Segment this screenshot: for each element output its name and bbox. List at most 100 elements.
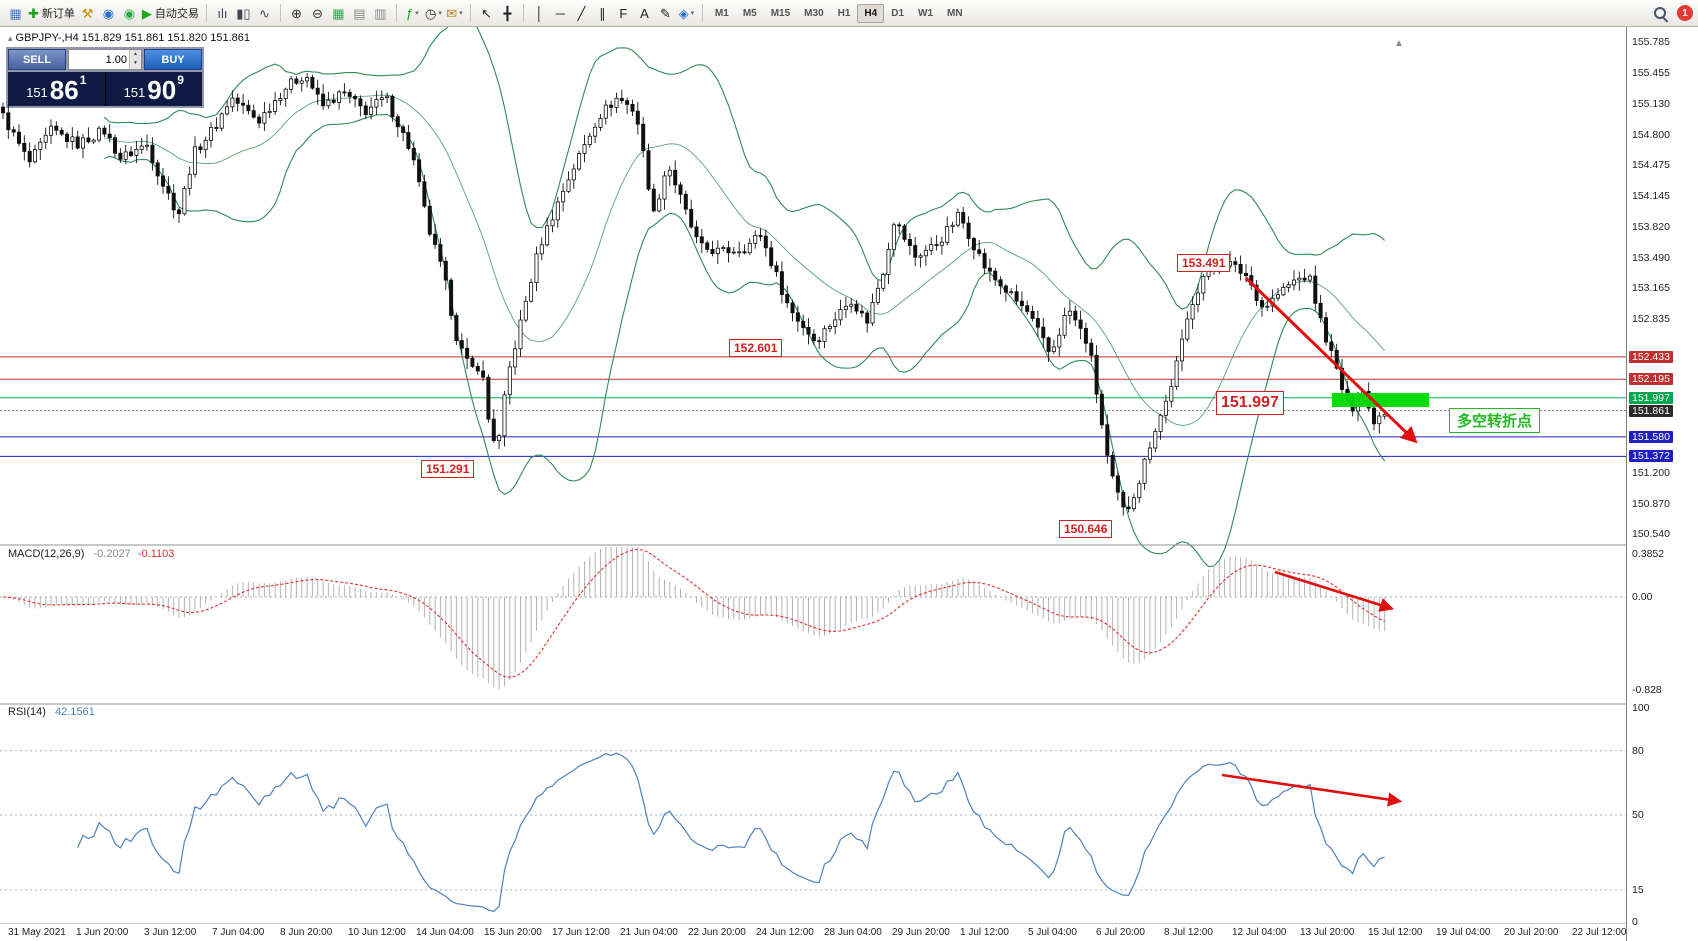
horizontal-line-icon[interactable]: ─ — [550, 3, 571, 24]
timeframe-mn[interactable]: MN — [947, 7, 963, 19]
vertical-line-icon[interactable]: │ — [529, 3, 550, 24]
price-chart-canvas[interactable] — [0, 27, 1626, 941]
cascade-windows-icon-glyph: ▤ — [353, 5, 366, 21]
rsi-trend-arrow[interactable] — [1221, 773, 1403, 807]
axis-label: 153.165 — [1632, 282, 1670, 295]
add-indicator-icon-dropdown[interactable]: ▾ — [415, 10, 419, 17]
period-icon-dropdown[interactable]: ▾ — [438, 10, 442, 17]
horizontal-levels[interactable] — [0, 356, 1626, 457]
sell-price[interactable]: 151 86 1 — [8, 72, 106, 106]
time-axis-label: 7 Jun 04:00 — [212, 927, 265, 938]
axis-label: 151.200 — [1632, 466, 1670, 479]
price-badge: 151.580 — [1629, 430, 1673, 443]
timeframe-m5[interactable]: M5 — [742, 7, 757, 19]
time-axis-label: 17 Jun 12:00 — [552, 927, 610, 938]
channel-icon-glyph: ∥ — [599, 5, 606, 21]
timeframe-w1[interactable]: W1 — [918, 7, 934, 19]
add-indicator-icon[interactable]: ƒ ▾ — [402, 3, 423, 24]
notification-badge[interactable]: 1 — [1677, 5, 1693, 21]
axis-label: 155.130 — [1632, 97, 1670, 110]
crosshair-icon-glyph: ╋ — [503, 5, 512, 21]
channel-icon[interactable]: ∥ — [592, 3, 613, 24]
time-axis-label: 20 Jul 20:00 — [1504, 927, 1559, 938]
rsi-value: 42.1561 — [54, 706, 95, 718]
macd-indicator-label: MACD(12,26,9) -0.2027 -0.1103 — [8, 548, 174, 560]
chart-window-icon[interactable]: ▦ — [5, 3, 26, 24]
chart-symbol-icon: ▴ — [8, 33, 13, 43]
trendline-icon-glyph: ╱ — [577, 5, 586, 21]
line-chart-icon-glyph: ∿ — [258, 5, 270, 21]
bar-chart-icon[interactable]: ılı — [212, 3, 233, 24]
cursor-icon-glyph: ↖ — [480, 5, 492, 21]
timeframe-m15[interactable]: M15 — [770, 7, 791, 19]
price-axis[interactable]: 155.785 155.455 155.130 154.800 154.475 154.1… — [1626, 27, 1698, 941]
timeframe-h1[interactable]: H1 — [837, 7, 851, 19]
buy-price[interactable]: 151 90 9 — [106, 72, 203, 106]
volume-decrease-button[interactable]: ▼ — [133, 60, 138, 66]
zoom-in-icon[interactable]: ⊕ — [286, 3, 307, 24]
template-icon-dropdown[interactable]: ▾ — [459, 10, 463, 17]
bull-bear-turning-point-annotation[interactable]: 多空转折点 — [1449, 408, 1541, 433]
volume-increase-button[interactable]: ▲ — [133, 51, 138, 57]
tile-windows-icon[interactable]: ▦ — [328, 3, 349, 24]
price-callout[interactable]: 150.646 — [1059, 520, 1113, 539]
rsi-line — [77, 752, 1385, 912]
timeframe-m1[interactable]: M1 — [714, 7, 729, 19]
line-chart-icon[interactable]: ∿ — [254, 3, 275, 24]
cascade-windows-icon[interactable]: ▤ — [349, 3, 370, 24]
chart-region — [0, 27, 1626, 941]
symbol-ohlc-text: GBPJPY-,H4 151.829 151.861 151.820 151.8… — [15, 32, 250, 44]
market-watch-icon[interactable]: ◉ — [98, 3, 119, 24]
one-click-trading-panel: SELL ▲ ▼ BUY 151 86 1 151 90 9 — [6, 47, 204, 108]
data-window-icon[interactable]: ◉ — [119, 3, 140, 24]
volume-input[interactable] — [69, 50, 129, 69]
new-order-button[interactable]: ✚ 新订单 — [26, 3, 77, 24]
fibonacci-icon[interactable]: F — [613, 3, 634, 24]
period-icon[interactable]: ◷ ▾ — [423, 3, 444, 24]
zoom-out-icon[interactable]: ⊖ — [307, 3, 328, 24]
toolbar-icon-groups: ▦ ✚ 新订单 ⚒ ◉ ◉ ▶ 自动交易 ılı ▮▯ ∿ ⊕ ⊖ ▦ ▤ ▥ ƒ ▾ ◷ ▾ ✉ ▾ ↖ ╋ │ ─ ╱ ∥ F A ✎ ◈… — [5, 3, 697, 24]
shapes-icon[interactable]: ◈ ▾ — [676, 3, 697, 24]
text-label-icon-glyph: ✎ — [659, 5, 671, 21]
axis-label: -0.828 — [1632, 683, 1662, 696]
price-callout[interactable]: 151.291 — [421, 460, 475, 479]
macd-trend-arrow[interactable] — [1274, 570, 1395, 612]
axis-label: 0.00 — [1632, 591, 1653, 603]
time-axis-label: 28 Jun 04:00 — [824, 927, 882, 938]
metaeditor-icon[interactable]: ⚒ — [77, 3, 98, 24]
axis-label: 150.870 — [1632, 497, 1670, 510]
vertical-line-icon-glyph: │ — [535, 5, 544, 21]
arrange-windows-icon[interactable]: ▥ — [370, 3, 391, 24]
price-callout[interactable]: 153.491 — [1177, 254, 1231, 273]
timeframe-h4[interactable]: H4 — [857, 3, 885, 23]
candlestick-chart-icon[interactable]: ▮▯ — [233, 3, 254, 24]
search-icon[interactable] — [1650, 3, 1671, 24]
auto-trading-button[interactable]: ▶ 自动交易 — [140, 3, 201, 24]
time-axis-label: 1 Jul 12:00 — [960, 927, 1009, 938]
text-label-icon[interactable]: ✎ — [655, 3, 676, 24]
sell-button[interactable]: SELL — [8, 49, 66, 70]
trend-arrow[interactable] — [1244, 276, 1418, 444]
template-icon[interactable]: ✉ ▾ — [444, 3, 465, 24]
highlight-zone[interactable] — [1332, 393, 1429, 407]
axis-label: 155.455 — [1632, 67, 1670, 80]
timeframe-m30[interactable]: M30 — [804, 7, 824, 19]
price-callout[interactable]: 152.601 — [729, 339, 783, 358]
trendline-icon[interactable]: ╱ — [571, 3, 592, 24]
buy-button[interactable]: BUY — [144, 49, 202, 70]
symbol-ohlc-header: ▴ GBPJPY-,H4 151.829 151.861 151.820 151.… — [8, 32, 250, 44]
crosshair-icon[interactable]: ╋ — [497, 3, 518, 24]
text-icon[interactable]: A — [634, 3, 655, 24]
add-indicator-icon-glyph: ƒ — [406, 5, 414, 21]
chart-window-icon-glyph: ▦ — [9, 5, 22, 21]
time-axis-label: 24 Jun 12:00 — [756, 927, 814, 938]
price-callout[interactable]: 151.997 — [1216, 391, 1284, 415]
time-axis[interactable]: 31 May 2021 1 Jun 20:00 3 Jun 12:00 7 Jun 0… — [0, 924, 1627, 941]
timeframe-d1[interactable]: D1 — [891, 7, 905, 19]
price-badge: 151.861 — [1629, 404, 1673, 417]
zoom-out-icon-glyph: ⊖ — [311, 5, 323, 21]
axis-label: 0 — [1632, 916, 1638, 928]
cursor-icon[interactable]: ↖ — [476, 3, 497, 24]
shapes-icon-dropdown[interactable]: ▾ — [690, 10, 695, 17]
chart-scroll-icon[interactable]: ▲ — [1394, 38, 1404, 49]
